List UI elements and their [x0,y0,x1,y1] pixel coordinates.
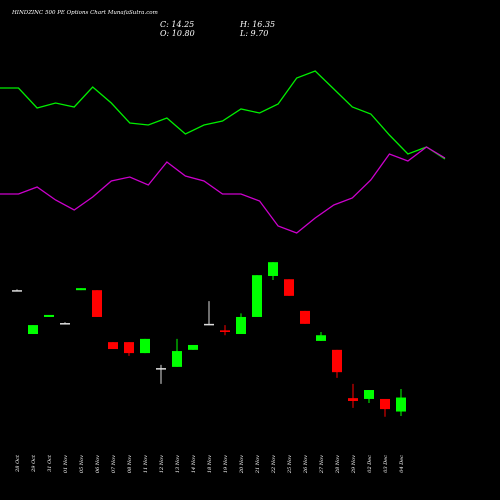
x-tick-label: 21 Nov [255,455,261,474]
candle-body [156,368,166,370]
x-tick-label: 11 Nov [143,455,149,473]
x-tick-label: 29 Nov [351,455,357,474]
candle-body [252,275,262,317]
candle-body [300,310,310,324]
ohlc-low: L: 9.70 [239,29,268,38]
x-tick-label: 29 Oct [31,454,37,473]
x-tick-label: 25 Nov [287,455,293,474]
x-tick-label: 14 Nov [191,455,197,473]
candle-body [396,397,406,412]
candle-body [76,288,86,291]
ohlc-high: H: 16.35 [239,20,275,29]
x-tick-label: 08 Nov [127,455,133,473]
candle-body [92,290,102,317]
candle-body [204,323,214,326]
candle-body [140,338,150,354]
x-tick-label: 07 Nov [111,455,117,473]
candle-body [236,316,246,335]
x-tick-label: 12 Nov [159,455,165,473]
x-tick-label: 04 Dec [399,455,405,473]
candle-body [172,351,182,367]
x-tick-label: 31 Oct [47,454,53,472]
x-tick-label: 01 Nov [63,455,69,473]
candle-body [364,390,374,399]
candle-body [44,314,54,317]
candle-body [332,349,342,373]
x-tick-label: 20 Nov [239,455,245,474]
x-tick-label: 05 Nov [79,455,85,473]
x-tick-label: 03 Dec [383,455,389,473]
candle-body [268,262,278,276]
candle-body [380,398,390,410]
x-tick-label: 28 Oct [15,454,21,473]
candle-body [12,290,22,292]
chart-title: HINDZINC 500 PE Options Chart MunafaSutr… [11,10,158,16]
ohlc-close: C: 14.25 [160,20,194,29]
ohlc-open: O: 10.80 [160,29,195,38]
x-tick-label: 26 Nov [303,455,309,474]
candle-body [220,330,230,332]
x-tick-label: 28 Nov [335,455,341,474]
x-tick-label: 27 Nov [319,455,325,474]
x-tick-label: 18 Nov [207,455,213,473]
candle-body [316,335,326,341]
candle-body [124,342,134,354]
candle-body [28,325,38,335]
candle-body [188,344,198,350]
candle-body [108,342,118,350]
x-tick-label: 19 Nov [223,455,229,473]
x-tick-label: 02 Dec [367,455,373,473]
candle-body [60,323,70,325]
candle-body [348,398,358,401]
indicator-line [0,146,446,234]
candle-body [284,279,294,296]
indicator-line [0,70,446,160]
x-tick-label: 13 Nov [175,455,181,473]
x-tick-label: 22 Nov [271,455,277,474]
x-tick-label: 06 Nov [95,455,101,473]
